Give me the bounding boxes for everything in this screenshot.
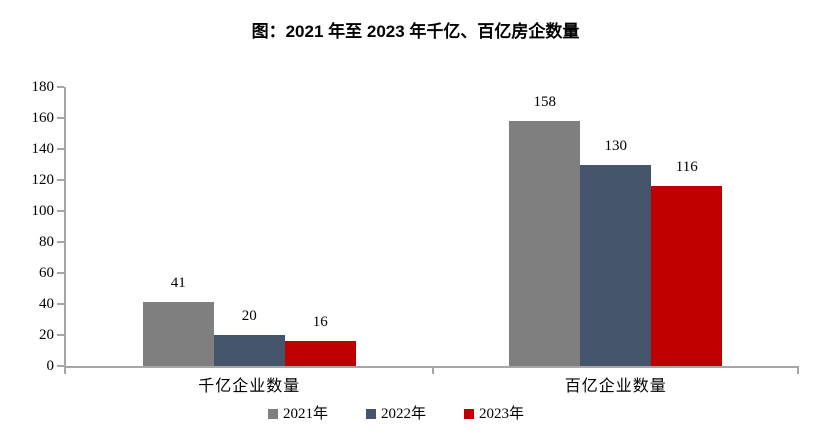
- bar-2023年-百亿企业数量: [651, 186, 723, 366]
- bar-value-label: 41: [170, 275, 186, 292]
- y-axis-tick-label: 80: [39, 234, 54, 250]
- bar-value-label: 116: [675, 159, 698, 176]
- y-axis-line: [64, 87, 66, 374]
- legend-label: 2022年: [380, 406, 426, 422]
- y-axis-tick-label: 100: [31, 203, 55, 219]
- y-axis-tick: [57, 179, 64, 181]
- bar-2021年-千亿企业数量: [142, 302, 214, 366]
- legend-item: 2021年: [267, 405, 328, 423]
- chart-legend: 2021年 2022年 2023年: [0, 405, 792, 423]
- x-axis-tick: [431, 368, 434, 374]
- category-label: 百亿企业数量: [564, 378, 667, 395]
- legend-swatch: [365, 409, 376, 419]
- bar-value-label: 130: [604, 137, 628, 154]
- y-axis-tick: [57, 148, 64, 150]
- legend-label: 2023年: [479, 406, 525, 422]
- y-axis-tick: [57, 334, 64, 336]
- y-axis-tick: [57, 365, 64, 367]
- y-axis-tick-label: 140: [31, 141, 55, 157]
- bar-value-label: 16: [312, 314, 328, 331]
- y-axis-tick: [57, 272, 64, 274]
- category-label: 千亿企业数量: [198, 378, 301, 395]
- legend-item: 2023年: [464, 405, 524, 423]
- y-axis-tick-label: 60: [39, 265, 54, 281]
- legend-label: 2021年: [282, 406, 328, 422]
- x-axis-tick: [797, 368, 799, 374]
- y-axis-tick-label: 160: [31, 110, 55, 126]
- y-axis-tick: [57, 117, 64, 119]
- y-axis-tick-label: 40: [39, 296, 54, 312]
- y-axis-tick-label: 0: [46, 358, 55, 374]
- bar-2023年-千亿企业数量: [284, 341, 356, 366]
- bar-2022年-百亿企业数量: [580, 164, 652, 366]
- bar-2021年-百亿企业数量: [509, 121, 581, 366]
- bar-2022年-千亿企业数量: [213, 335, 285, 366]
- y-axis-tick: [57, 241, 64, 243]
- plot-area: 0 20 40 60 80 100 120 140 160 180 41 20 16 千亿企业数量 158 1…: [32, 79, 799, 395]
- y-axis-tick-label: 180: [31, 79, 55, 95]
- legend-swatch: [464, 409, 474, 419]
- legend-item: 2022年: [365, 405, 426, 423]
- legend-swatch: [267, 409, 278, 419]
- x-axis-line: [64, 366, 799, 368]
- y-axis-tick: [57, 303, 64, 305]
- y-axis-tick: [57, 86, 64, 88]
- x-axis-tick: [64, 368, 66, 374]
- bar-value-label: 20: [241, 308, 257, 324]
- y-axis-tick: [57, 210, 64, 212]
- y-axis-tick-label: 20: [39, 327, 54, 343]
- y-axis-tick-label: 120: [31, 172, 55, 188]
- bar-value-label: 158: [533, 94, 557, 111]
- chart-title: 图：2021 年至 2023 年千亿、百亿房企数量: [251, 22, 580, 41]
